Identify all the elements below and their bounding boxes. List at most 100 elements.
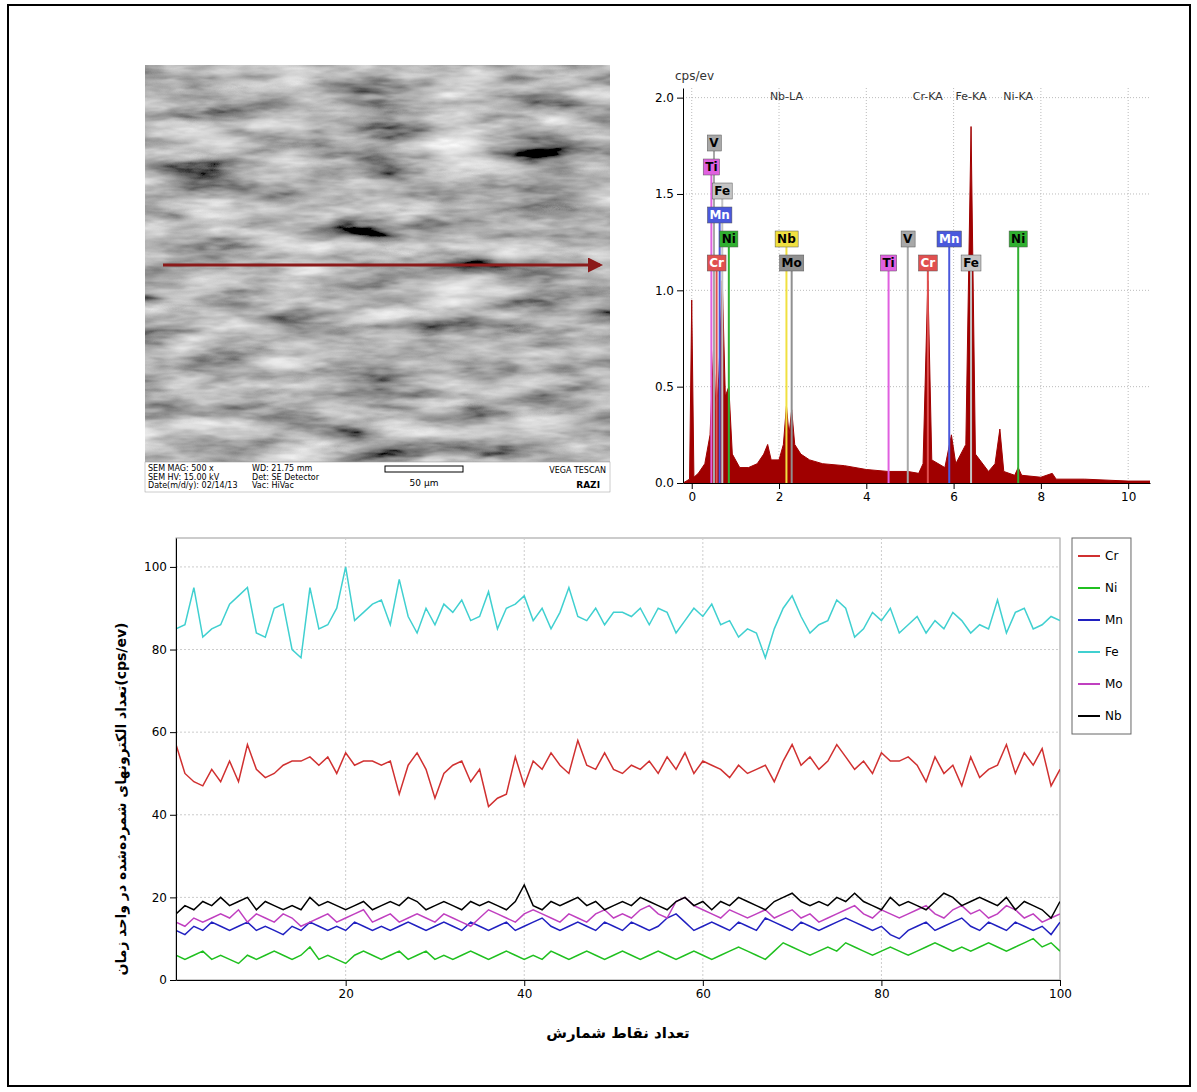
element-label: Ni [720,231,738,247]
tick: 0.5 [655,380,683,394]
tick-mark [170,980,176,981]
legend-label: Fe [1105,645,1119,659]
legend-swatch [1078,715,1100,717]
element-label-box [707,207,731,223]
x-axis-line [177,980,1061,981]
tick-mark [866,483,867,489]
grid-line [953,88,954,483]
tick-mark [1060,980,1061,986]
element-label-box [918,255,937,271]
grid-line [1040,88,1041,483]
element-label: Cr [918,255,937,271]
tick-label: 2 [776,490,784,504]
element-label-box [1009,231,1027,247]
tick-mark [692,483,693,489]
grid [176,538,1060,980]
chart-title: cps/ev [675,69,714,83]
tick-label: 0 [688,490,696,504]
tick-label: 20 [339,987,354,1001]
element-label: V [707,135,721,151]
info-text: Vac: HiVac [252,481,294,490]
element-label: Mn [937,231,961,247]
tick: 20 [152,891,176,905]
tick-label: 10 [1121,490,1136,504]
element-label: Nb [775,231,798,247]
tick-label: 100 [1049,987,1072,1001]
tick-label: 0.0 [655,476,674,490]
series-line [176,740,1060,806]
element-label-text: Mn [709,208,729,222]
grid-line [866,88,867,483]
element-label-text: Mn [939,232,959,246]
element-line [907,247,909,483]
element-line [791,271,793,483]
tick-mark [677,290,683,291]
tick: 0.0 [655,476,683,490]
series-line [176,914,1060,939]
grid-line [1128,88,1129,483]
tick: 1.5 [655,187,683,201]
element-label-box [707,255,726,271]
element-label: Fe [712,183,732,199]
y-axis-line [683,89,684,484]
tick-mark [881,980,882,986]
series-line [176,939,1060,964]
element-label: Ni [1009,231,1027,247]
tick: 40 [517,980,532,1001]
element-label: Fe [961,255,981,271]
page: SEM MAG: 500 xSEM HV: 15.00 kVDate(m/d/y… [0,0,1197,1092]
element-label-box [880,255,896,271]
element-label-text: Ti [882,256,894,270]
x-axis: 20 40 60 80 100 [177,980,1072,1001]
element-label-box [901,231,915,247]
frame [8,5,1190,1086]
element-label-text: Ni [722,232,736,246]
tick-label: 8 [1038,490,1046,504]
legend: CrNiMnFeMoNb [1072,538,1131,734]
plot-background [683,88,1150,483]
annotation: Cr-KA [913,90,943,103]
series-line [176,897,1060,926]
legend-label: Mo [1105,677,1123,691]
y-axis: 020406080100 [144,539,176,988]
grid-line [683,193,1150,194]
element-line [713,151,715,483]
element-label-text: V [709,136,719,150]
scan-arrow [163,264,600,267]
legend-swatch [1078,555,1100,557]
element-label-text: Ni [1011,232,1025,246]
tick: 100 [144,560,176,574]
annotation: Fe-KA [956,90,987,103]
element-label-text: Fe [714,184,730,198]
spectrum-chart: VTiFeMnNiCrNbMoTiVCrMnFeNiNb-LACr-KAFe-K… [655,69,1151,504]
element-line [948,247,950,483]
legend-box [1072,538,1131,734]
tick-mark [703,980,704,986]
tick-mark [524,980,525,986]
tick-label: 80 [874,987,889,1001]
y-axis-title: تعداد الکترونهای شمرده‌شده در واحد زمان(… [113,623,130,976]
tick: 10 [1121,483,1136,504]
info-bar [145,462,610,492]
tick-label: 60 [696,987,711,1001]
tick: 80 [874,980,889,1001]
tick-label: 40 [517,987,532,1001]
tick-label: 0.5 [655,380,674,394]
legend-swatch [1078,683,1100,685]
tick-label: 20 [152,891,167,905]
y-axis-line [176,539,177,981]
tick-label: 6 [950,490,958,504]
grid-line [176,732,1060,733]
element-label-text: Mo [782,256,802,270]
y-axis: 0.00.51.01.52.0 [655,89,684,491]
tick-mark [170,732,176,733]
grid-line [702,538,703,980]
legend-label: Nb [1105,709,1122,723]
info-text: Date(m/d/y): 02/14/13 [148,481,238,490]
tick-mark [170,815,176,816]
grid-line [176,897,1060,898]
element-label-text: Cr [709,256,724,270]
annotation: Nb-LA [770,90,804,103]
tick: 8 [1038,483,1046,504]
x-axis: 0246810 [684,483,1151,504]
